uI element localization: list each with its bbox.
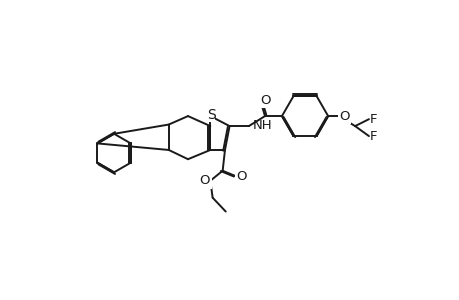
- Text: O: O: [260, 94, 270, 107]
- Text: F: F: [369, 113, 376, 126]
- Text: O: O: [338, 110, 349, 123]
- Text: O: O: [199, 174, 210, 187]
- Text: NH: NH: [252, 119, 272, 132]
- Text: F: F: [369, 130, 376, 142]
- Text: O: O: [235, 169, 246, 183]
- Text: S: S: [206, 108, 215, 122]
